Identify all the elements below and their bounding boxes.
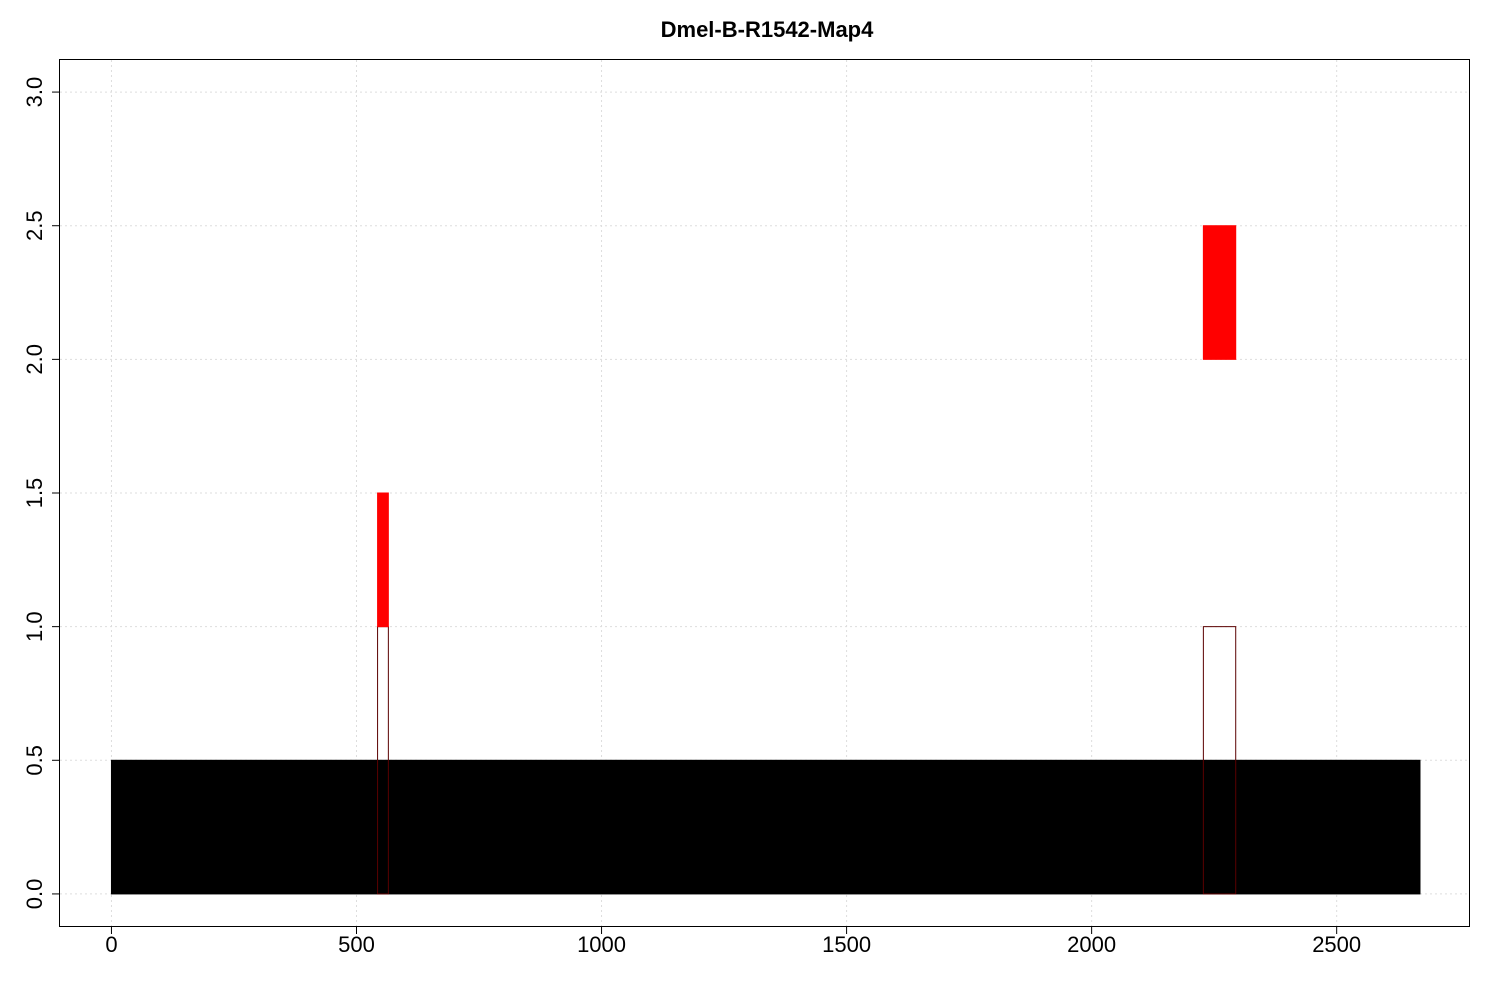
bar-hit-red-1: [377, 492, 389, 628]
bar-sequence: [110, 759, 1421, 895]
x-tick-label: 1000: [577, 932, 626, 957]
y-tick-label: 2.5: [22, 210, 47, 241]
y-axis: 0.0 0.5 1.0 1.5 2.0 2.5 3.0: [22, 77, 60, 909]
data-marks: [110, 225, 1421, 895]
y-tick-label: 2.0: [22, 344, 47, 375]
x-tick-label: 2000: [1067, 932, 1116, 957]
y-tick-label: 1.5: [22, 478, 47, 509]
bar-hit-outline-2: [1202, 626, 1237, 895]
chart-title: Dmel-B-R1542-Map4: [661, 17, 874, 42]
x-tick-label: 2500: [1312, 932, 1361, 957]
x-axis: 0 500 1000 1500 2000 2500: [105, 926, 1361, 957]
y-tick-label: 0.5: [22, 745, 47, 776]
x-tick-label: 0: [105, 932, 117, 957]
x-tick-label: 500: [338, 932, 375, 957]
y-tick-label: 3.0: [22, 77, 47, 108]
y-tick-label: 0.0: [22, 879, 47, 910]
y-tick-label: 1.0: [22, 611, 47, 642]
bar-hit-red-2: [1202, 225, 1237, 360]
x-tick-label: 1500: [822, 932, 871, 957]
